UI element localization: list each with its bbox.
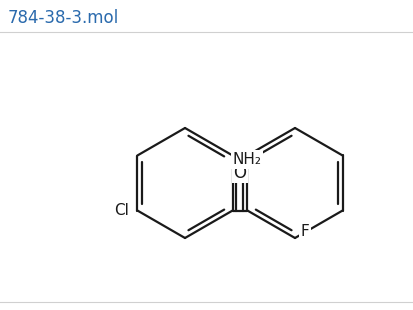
Text: F: F [300, 224, 309, 240]
Text: 784-38-3.mol: 784-38-3.mol [8, 9, 119, 27]
Text: Cl: Cl [114, 203, 128, 218]
Text: O: O [233, 163, 246, 181]
Text: NH₂: NH₂ [232, 152, 261, 167]
